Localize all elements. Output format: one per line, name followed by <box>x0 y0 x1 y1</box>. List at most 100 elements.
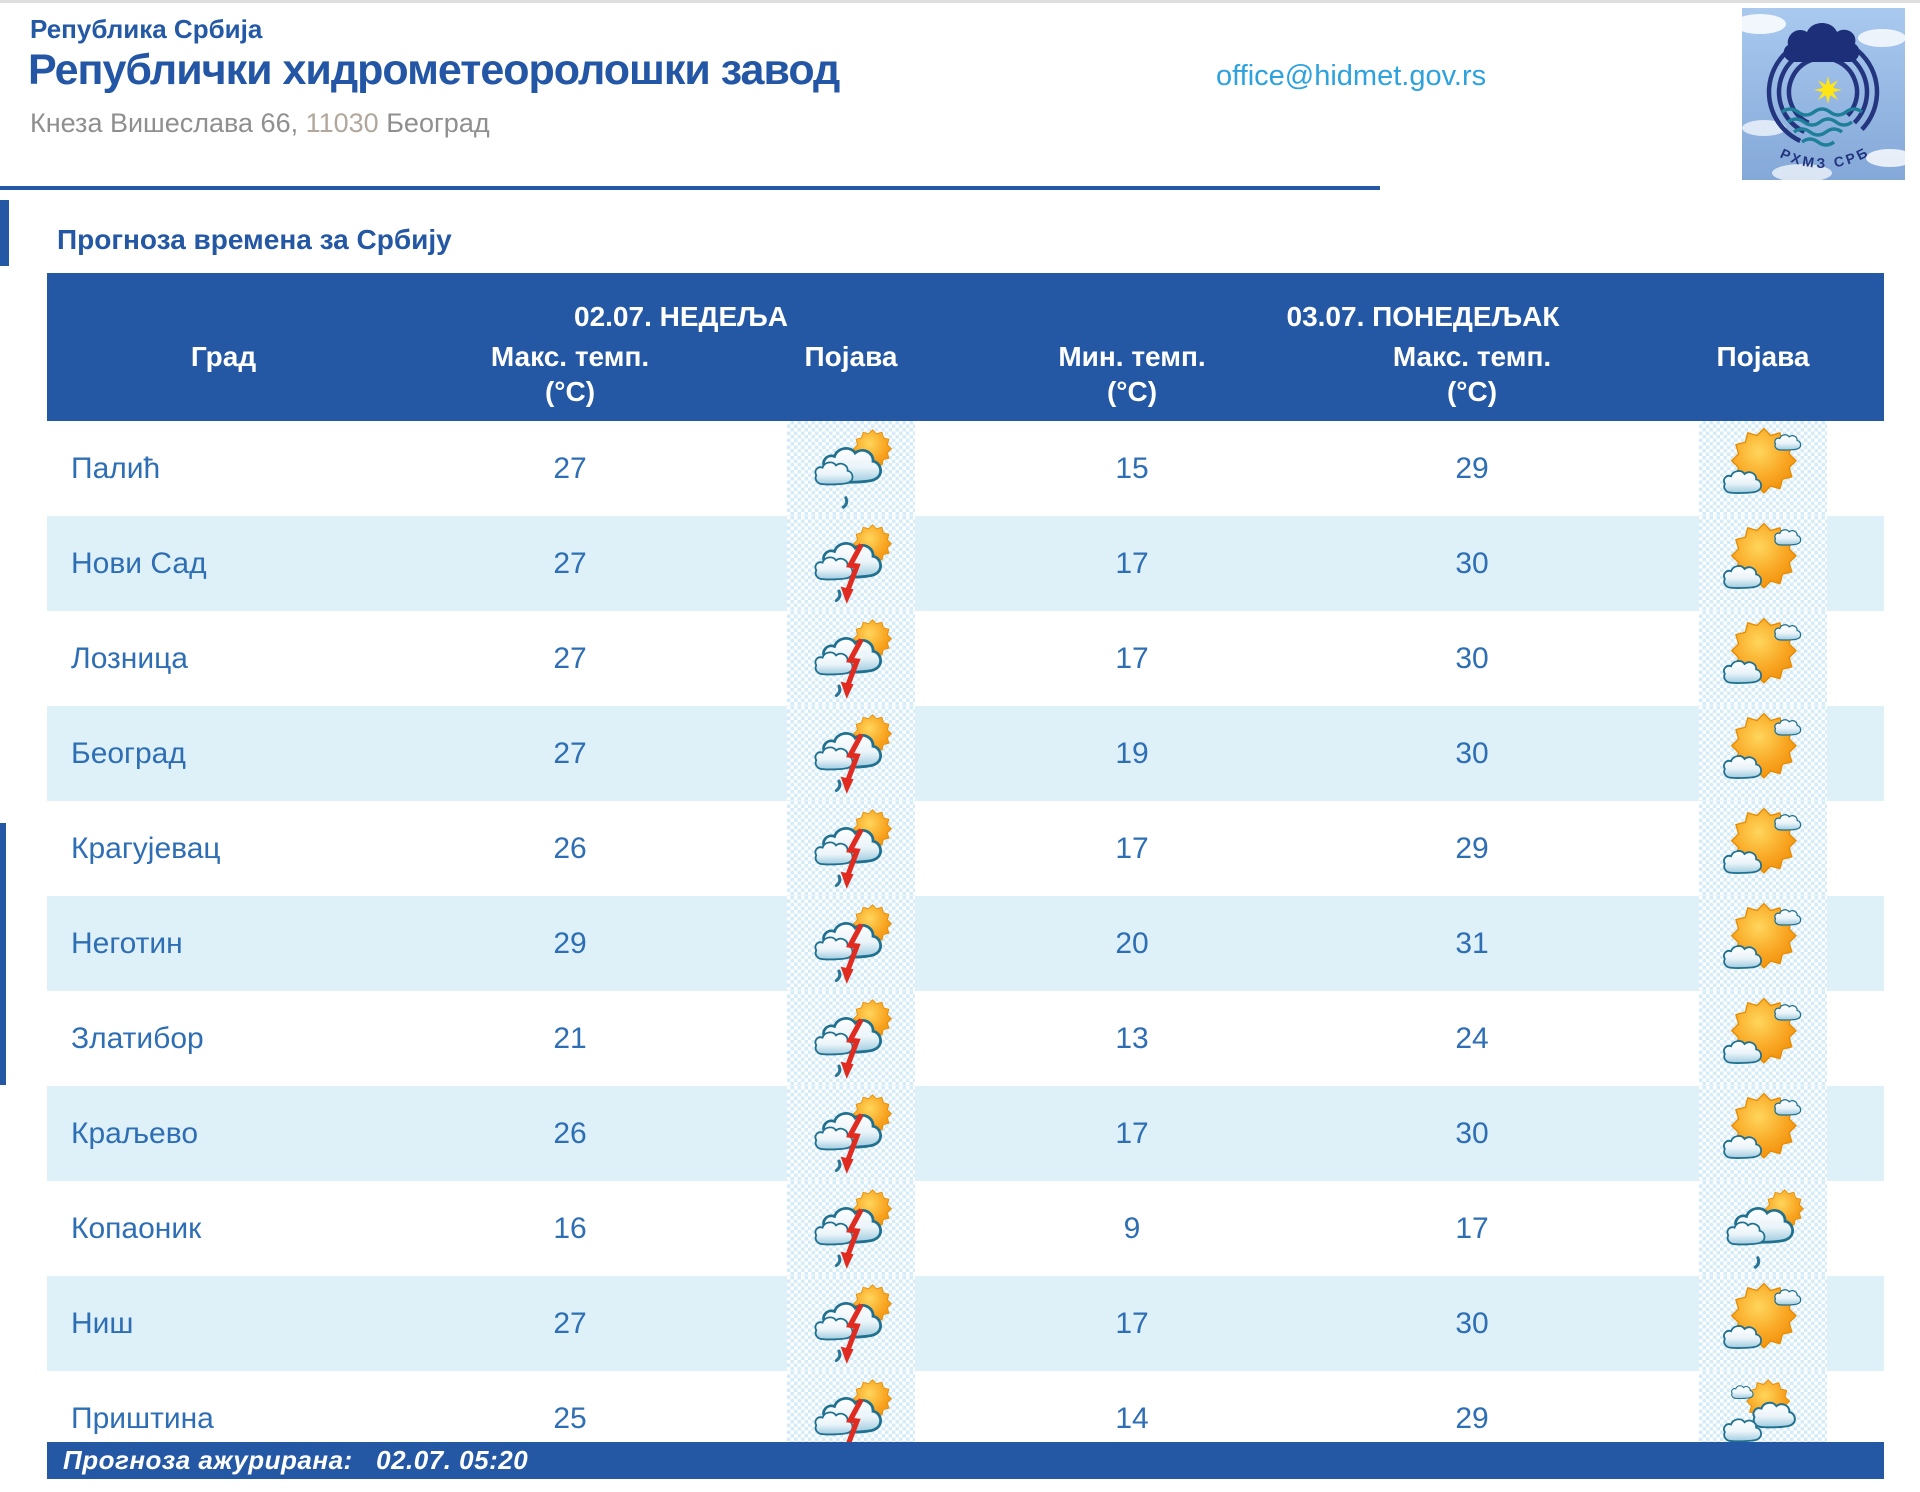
address-street: Кнеза Вишеслава 66, <box>30 108 299 138</box>
page-top-border <box>0 0 1920 3</box>
dates-header-spacer <box>47 273 400 333</box>
table-row: Ниш 27 17 30 <box>47 1276 1884 1371</box>
mostly-sunny-icon <box>1699 991 1827 1086</box>
col-header-day2-phenomenon: Појава <box>1642 333 1884 421</box>
update-time: 02.07. 05:20 <box>376 1445 529 1475</box>
day2-max-temp: 30 <box>1302 516 1642 611</box>
update-bar: Прогноза ажурирана: 02.07. 05:20 <box>47 1442 1884 1479</box>
table-row: Нови Сад 27 17 30 <box>47 516 1884 611</box>
cloud-sun-storm-icon <box>787 1276 915 1371</box>
day2-min-temp: 9 <box>1123 1211 1141 1245</box>
city-name: Копаоник <box>71 1211 202 1245</box>
cloud-sun-rain-icon <box>1699 1181 1827 1276</box>
rhmz-logo[interactable]: РХМЗ СРБИЈЕ <box>1742 8 1905 180</box>
email-link[interactable]: office@hidmet.gov.rs <box>1216 60 1487 92</box>
city-name: Приштина <box>71 1401 214 1435</box>
day2-min-temp: 17 <box>962 1086 1302 1181</box>
day2-max-temp: 29 <box>1455 831 1489 865</box>
day2-max-temp: 30 <box>1302 1086 1642 1181</box>
city-name: Палић <box>71 451 161 485</box>
col-header-day2-min: Мин. темп. (°C) <box>962 333 1302 421</box>
table-row: Београд 27 19 30 <box>47 706 1884 801</box>
city-name: Златибор <box>71 1021 204 1055</box>
page-title: Прогноза времена за Србију <box>57 224 452 255</box>
cloud-sun-rain-icon <box>787 421 915 516</box>
cloud-sun-storm-icon <box>787 896 915 991</box>
dates-header-row: 02.07. НЕДЕЉА 03.07. ПОНЕДЕЉАК <box>47 273 1884 333</box>
day2-max-temp: 24 <box>1455 1021 1489 1055</box>
city-name: Крагујевац <box>71 831 221 865</box>
mostly-sunny-icon <box>1699 611 1827 706</box>
day2-header: 03.07. ПОНЕДЕЉАК <box>962 273 1884 333</box>
city-name: Нови Сад <box>47 516 400 611</box>
day1-max-temp: 25 <box>553 1401 587 1435</box>
header-divider <box>0 186 1380 190</box>
mostly-sunny-icon <box>1699 706 1827 801</box>
mostly-sunny-icon <box>1699 896 1827 991</box>
day1-max-temp: 27 <box>400 516 740 611</box>
org-country: Република Србија <box>30 14 263 44</box>
day2-min-temp: 20 <box>962 896 1302 991</box>
org-title: Републички хидрометеоролошки завод <box>28 46 840 94</box>
day1-max-temp: 27 <box>400 706 740 801</box>
day1-max-temp: 21 <box>553 1021 587 1055</box>
table-row: Палић 27 15 29 <box>47 421 1884 516</box>
day1-max-temp: 29 <box>400 896 740 991</box>
table-row: Копаоник 16 9 17 <box>47 1181 1884 1276</box>
day2-max-temp: 17 <box>1455 1211 1489 1245</box>
day2-min-temp: 14 <box>1115 1401 1149 1435</box>
cloud-sun-storm-icon <box>787 991 915 1086</box>
cloud-sun-storm-icon <box>787 516 915 611</box>
city-name: Ниш <box>47 1276 400 1371</box>
city-name: Београд <box>47 706 400 801</box>
city-name: Краљево <box>47 1086 400 1181</box>
mostly-sunny-icon <box>1699 801 1827 896</box>
org-address: Кнеза Вишеслава 66, 11030 Београд <box>30 108 490 139</box>
day1-max-temp: 27 <box>553 641 587 675</box>
city-name: Неготин <box>47 896 400 991</box>
day1-max-temp: 27 <box>400 1276 740 1371</box>
logo-cloud <box>1783 23 1860 62</box>
table-row: Неготин 29 20 31 <box>47 896 1884 991</box>
day1-max-temp: 27 <box>553 451 587 485</box>
day2-max-temp: 31 <box>1302 896 1642 991</box>
cloud-sun-storm-icon <box>787 1086 915 1181</box>
day2-min-temp: 17 <box>1115 641 1149 675</box>
mostly-sunny-icon <box>1699 1276 1827 1371</box>
col-header-day1-phenomenon: Појава <box>740 333 962 421</box>
day1-max-temp: 26 <box>400 1086 740 1181</box>
day2-max-temp: 30 <box>1302 706 1642 801</box>
left-edge-accent-long <box>0 823 6 1085</box>
cloud-sun-storm-icon <box>787 801 915 896</box>
logo-waves <box>1780 107 1864 147</box>
day2-max-temp: 30 <box>1455 641 1489 675</box>
day2-min-temp: 13 <box>1115 1021 1149 1055</box>
day2-min-temp: 15 <box>1115 451 1149 485</box>
day2-min-temp: 17 <box>962 1276 1302 1371</box>
table-row: Лозница 27 17 30 <box>47 611 1884 706</box>
col-header-city: Град <box>47 333 400 421</box>
mostly-sunny-icon <box>1699 1086 1827 1181</box>
table-row: Краљево 26 17 30 <box>47 1086 1884 1181</box>
cloud-sun-storm-icon <box>787 611 915 706</box>
table-row: Крагујевац 26 17 29 <box>47 801 1884 896</box>
mostly-sunny-icon <box>1699 421 1827 516</box>
address-postal-code: 11030 <box>305 108 379 138</box>
day2-max-temp: 29 <box>1455 1401 1489 1435</box>
col-header-day2-max: Макс. темп. (°C) <box>1302 333 1642 421</box>
columns-header-row: Град Макс. темп. (°C) Појава Мин. темп. (°… <box>47 333 1884 421</box>
col-header-day1-max: Макс. темп. (°C) <box>400 333 740 421</box>
day2-max-temp: 30 <box>1302 1276 1642 1371</box>
day2-min-temp: 17 <box>962 516 1302 611</box>
left-edge-accent-top <box>0 200 9 266</box>
day1-header: 02.07. НЕДЕЉА <box>400 273 962 333</box>
day2-min-temp: 19 <box>962 706 1302 801</box>
mostly-sunny-icon <box>1699 516 1827 611</box>
update-label: Прогноза ажурирана: <box>63 1445 353 1475</box>
forecast-table: 02.07. НЕДЕЉА 03.07. ПОНЕДЕЉАК Град Макс… <box>47 273 1884 1466</box>
address-city: Београд <box>386 108 490 138</box>
logo-sun <box>1814 76 1842 104</box>
cloud-sun-storm-icon <box>787 706 915 801</box>
cloud-sun-storm-icon <box>787 1181 915 1276</box>
day1-max-temp: 16 <box>553 1211 587 1245</box>
